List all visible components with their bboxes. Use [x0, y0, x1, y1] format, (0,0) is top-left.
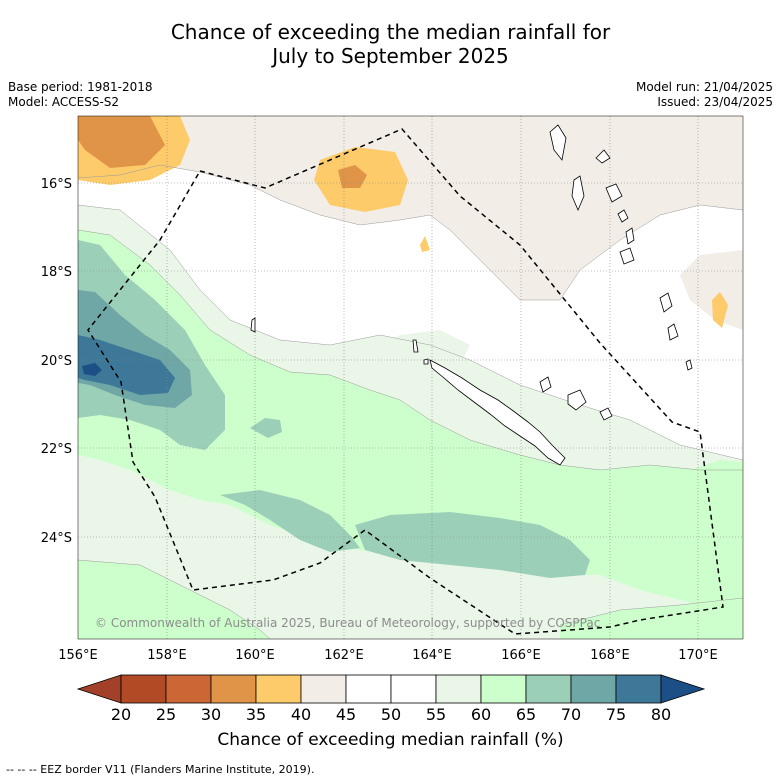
contour-35-40-east [712, 292, 728, 328]
copyright-watermark: © Commonwealth of Australia 2025, Bureau… [95, 616, 600, 630]
x-tick-166e: 166°E [501, 648, 541, 663]
contour-60-65-main [78, 230, 743, 605]
title-line-1: Chance of exceeding the median rainfall … [170, 20, 611, 44]
colorbar-tick-70: 70 [561, 705, 581, 724]
vanuatu-coast [549, 124, 693, 371]
contour-30-35-nw [78, 116, 165, 168]
x-tick-156e: 156°E [58, 648, 98, 663]
base-period: Base period: 1981-2018 [8, 80, 153, 94]
contour-65-70-east [355, 512, 590, 578]
contour-30-35-center [338, 165, 367, 188]
gridlines [78, 116, 743, 639]
left-meta: Base period: 1981-2018 Model: ACCESS-S2 [8, 80, 153, 110]
small-islet-3 [423, 358, 429, 365]
map-body: © Commonwealth of Australia 2025, Bureau… [78, 116, 743, 639]
colorbar-bin-3 [210, 674, 257, 704]
loyalty-islands-coast [539, 376, 613, 421]
x-tick-162e: 162°E [324, 648, 364, 663]
x-tick-168e: 168°E [590, 648, 630, 663]
y-tick-18s: 18°S [41, 265, 72, 280]
y-tick-16s: 16°S [41, 177, 72, 192]
eez-footnote: -- -- -- EEZ border V11 (Flanders Marine… [6, 763, 315, 776]
colorbar-tick-55: 55 [426, 705, 446, 724]
contour-65-70-center [220, 490, 360, 552]
colorbar-low-extension [76, 674, 122, 704]
colorbar-tick-80: 80 [651, 705, 671, 724]
colorbar-tick-20: 20 [111, 705, 131, 724]
right-meta: Model run: 21/04/2025 Issued: 23/04/2025 [636, 80, 773, 110]
colorbar-bin-8 [435, 674, 482, 704]
colorbar-bin-1 [120, 674, 167, 704]
contour-above-80 [82, 363, 102, 376]
new-caledonia-coast [429, 359, 566, 466]
colorbar-tick-35: 35 [246, 705, 266, 724]
y-tick-20s: 20°S [41, 354, 72, 369]
contour-40-45-north [78, 116, 743, 300]
contour-40-45-east [680, 250, 743, 330]
colorbar: 20 25 30 35 40 45 50 55 60 65 70 75 80 [76, 674, 706, 724]
issued-date: Issued: 23/04/2025 [657, 95, 773, 109]
y-tick-24s: 24°S [41, 531, 72, 546]
colorbar-tick-65: 65 [516, 705, 536, 724]
contour-75-80 [78, 335, 175, 395]
contour-lines [78, 164, 743, 639]
y-tick-22s: 22°S [41, 442, 72, 457]
contour-60-65-east [690, 460, 743, 492]
colorbar-high-extension [660, 674, 706, 704]
eez-border [87, 128, 724, 635]
colorbar-bin-6 [345, 674, 392, 704]
model-run: Model run: 21/04/2025 [635, 80, 773, 94]
small-islet [250, 317, 256, 333]
x-tick-160e: 160°E [235, 648, 275, 663]
x-tick-164e: 164°E [412, 648, 452, 663]
colorbar-bin-11 [570, 674, 617, 704]
colorbar-bin-9 [480, 674, 527, 704]
colorbar-tick-25: 25 [156, 705, 176, 724]
colorbar-tick-40: 40 [291, 705, 311, 724]
title-line-2: July to September 2025 [272, 44, 509, 68]
contour-65-70-small [250, 418, 282, 438]
colorbar-tick-30: 30 [201, 705, 221, 724]
x-tick-labels: 156°E 158°E 160°E 162°E 164°E 166°E 168°… [58, 648, 718, 663]
y-tick-labels: 16°S 18°S 20°S 22°S 24°S [41, 177, 72, 546]
colorbar-tick-50: 50 [381, 705, 401, 724]
coastlines [250, 124, 693, 466]
model-name: Model: ACCESS-S2 [8, 95, 120, 109]
colorbar-bin-10 [525, 674, 572, 704]
colorbar-bin-12 [615, 674, 662, 704]
colorbar-tick-60: 60 [471, 705, 491, 724]
colorbar-label: Chance of exceeding median rainfall (%) [217, 730, 564, 750]
colorbar-tick-45: 45 [336, 705, 356, 724]
small-islet-2 [412, 339, 419, 353]
x-tick-170e: 170°E [678, 648, 718, 663]
x-tick-158e: 158°E [147, 648, 187, 663]
colorbar-bin-2 [165, 674, 212, 704]
map-frame [77, 115, 744, 640]
colorbar-bin-4 [255, 674, 302, 704]
colorbar-bin-7 [390, 674, 437, 704]
contour-60-65-southwest [78, 560, 270, 639]
contour-35-40-small [420, 236, 430, 252]
map-title: Chance of exceeding the median rainfall … [0, 20, 781, 68]
colorbar-tick-75: 75 [606, 705, 626, 724]
colorbar-bin-5 [300, 674, 347, 704]
